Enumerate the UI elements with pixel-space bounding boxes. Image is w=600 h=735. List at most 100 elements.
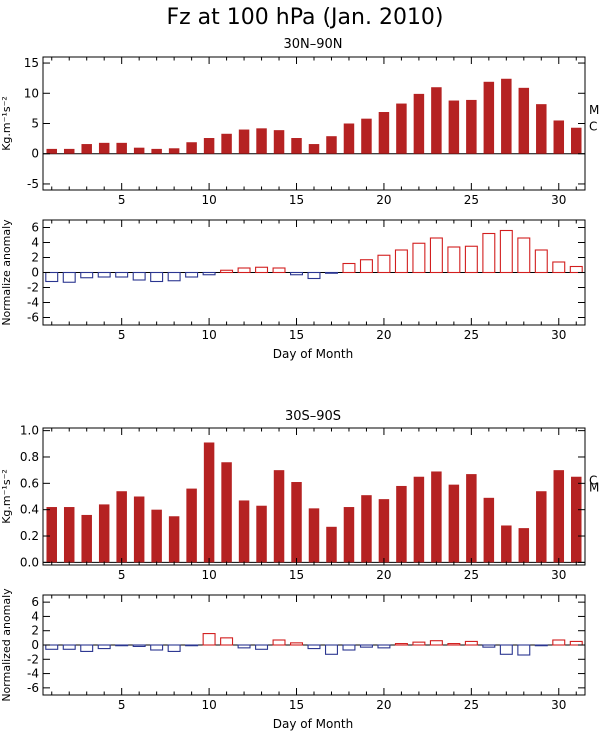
- y-tick-label: -2: [27, 281, 39, 295]
- bar: [308, 508, 320, 563]
- anomaly-bar: [307, 644, 321, 650]
- x-tick-label: 5: [118, 568, 126, 582]
- bar: [343, 507, 355, 563]
- x-tick-label: 15: [289, 568, 304, 582]
- y-tick-label: 2: [31, 624, 39, 638]
- bar: [116, 491, 127, 563]
- anomaly-bar: [534, 249, 548, 274]
- bar: [203, 442, 215, 563]
- bar: [501, 525, 512, 563]
- anomaly-bar: [80, 644, 94, 652]
- x-tick-label: 5: [118, 698, 126, 712]
- x-tick-label: 15: [289, 193, 304, 207]
- anomaly-bar: [45, 271, 59, 283]
- anomaly-bar: [185, 271, 199, 278]
- bar: [343, 123, 355, 154]
- anomaly-bar: [255, 266, 269, 274]
- nh-bar-panel: 5 10 15 20 25 30 -5 0 5 10 15 Kg.m⁻¹s⁻² MC: [0, 56, 599, 207]
- anomaly-bar: [45, 644, 59, 650]
- y-tick-label: 4: [31, 236, 39, 250]
- anomaly-bar: [482, 232, 496, 274]
- anomaly-bar: [62, 644, 76, 650]
- bar: [431, 471, 442, 563]
- anomaly-bar: [569, 265, 583, 274]
- bar: [273, 130, 285, 154]
- bar: [256, 505, 267, 563]
- anomaly-bar: [272, 267, 286, 274]
- figure-title: Fz at 100 hPa (Jan. 2010): [166, 5, 443, 30]
- bar: [98, 504, 110, 563]
- bar: [483, 81, 495, 154]
- panel-title-sh: 30S–90S: [285, 409, 341, 424]
- x-tick-label: 25: [464, 568, 479, 582]
- y-tick-label: -2: [27, 652, 39, 666]
- bar: [46, 507, 57, 563]
- x-tick-label: 30: [551, 328, 566, 342]
- anomaly-bar: [324, 644, 338, 655]
- y-tick-label: -6: [27, 311, 39, 325]
- bar: [431, 87, 442, 154]
- bar: [133, 147, 145, 154]
- series-end-label: M: [589, 103, 599, 117]
- y-tick-label: 0.4: [20, 503, 39, 517]
- anomaly-bar: [97, 271, 111, 278]
- anomaly-bar: [464, 640, 478, 646]
- bar: [553, 470, 565, 563]
- anomaly-bar: [569, 640, 583, 646]
- bar: [466, 474, 477, 563]
- bar: [151, 509, 162, 563]
- anomaly-bar: [290, 642, 304, 646]
- y-tick-label: 0.0: [20, 555, 39, 569]
- y-tick-label: 5: [31, 117, 39, 131]
- x-tick-label: 5: [118, 328, 126, 342]
- y-tick-label: -4: [27, 296, 39, 310]
- anomaly-bar: [220, 269, 234, 274]
- anomaly-bar: [307, 271, 321, 280]
- bar: [483, 497, 495, 563]
- anomaly-bar: [167, 271, 181, 282]
- y-tick-label: -6: [27, 681, 39, 695]
- bar: [326, 526, 337, 563]
- anomaly-bar: [552, 639, 566, 646]
- bar: [63, 507, 75, 563]
- anomaly-bar: [132, 644, 146, 647]
- anomaly-bar: [412, 242, 426, 274]
- sh-bar-panel: 5 10 15 20 25 30 0.0 0.2 0.4 0.6 0.8 1.0 Kg.m⁻¹s⁻² MC: [0, 424, 599, 582]
- bar: [63, 148, 75, 154]
- bar: [571, 476, 582, 563]
- bar: [396, 485, 407, 563]
- anomaly-bar: [377, 644, 391, 649]
- x-tick-label: 30: [551, 698, 566, 712]
- bar: [98, 142, 110, 154]
- bar: [501, 78, 512, 154]
- bar: [151, 148, 162, 154]
- bar: [396, 103, 407, 154]
- series-end-label: M: [589, 480, 599, 494]
- y-axis-label: Normalized anomaly: [0, 588, 13, 702]
- y-tick-label: -5: [27, 177, 39, 191]
- y-tick-label: 0.2: [20, 529, 39, 543]
- series-end-label: C: [589, 120, 597, 134]
- bar: [536, 104, 547, 154]
- anomaly-bar: [150, 271, 164, 283]
- panel-title-nh: 30N–90N: [283, 37, 342, 52]
- y-tick-label: 0.8: [20, 450, 39, 464]
- y-axis-label: Normalize anomaly: [0, 219, 13, 326]
- x-tick-label: 10: [201, 193, 216, 207]
- x-tick-label: 10: [201, 568, 216, 582]
- bar: [553, 120, 565, 154]
- x-tick-label: 15: [289, 698, 304, 712]
- bar: [571, 127, 582, 154]
- bar: [221, 462, 232, 563]
- bar: [291, 138, 302, 154]
- anomaly-bar: [132, 271, 146, 281]
- anomaly-bar: [429, 237, 443, 274]
- x-tick-label: 30: [551, 193, 566, 207]
- anomaly-bar: [115, 644, 129, 647]
- y-tick-label: 10: [24, 86, 39, 100]
- anomaly-bar: [272, 639, 286, 646]
- bar: [221, 133, 232, 154]
- anomaly-bar: [202, 271, 216, 276]
- bar: [81, 514, 92, 563]
